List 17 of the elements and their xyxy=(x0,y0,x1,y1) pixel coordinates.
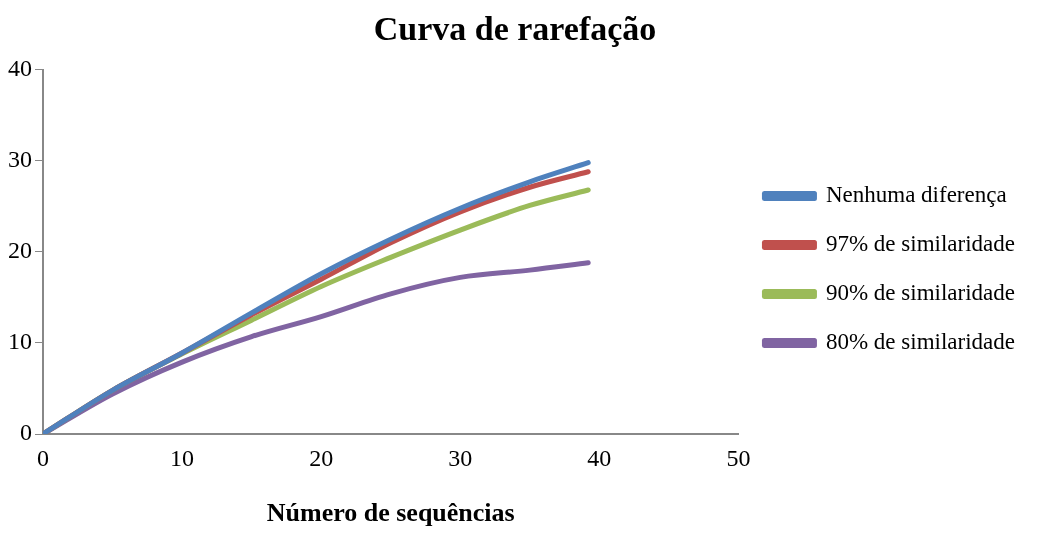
y-tick-label: 0 xyxy=(20,419,32,446)
x-tick-label: 20 xyxy=(309,444,334,471)
y-tick-label: 20 xyxy=(8,237,32,264)
y-tick-label: 10 xyxy=(8,328,32,355)
legend-label: 90% de similaridade xyxy=(825,280,1016,306)
x-tick-label: 40 xyxy=(587,444,612,471)
chart-title: Curva de rarefação xyxy=(373,10,657,48)
x-tick-label: 0 xyxy=(37,444,49,471)
y-tick-label: 40 xyxy=(8,55,32,82)
x-tick-label: 30 xyxy=(448,444,473,471)
y-tick-label: 30 xyxy=(8,146,32,173)
legend-label: Nenhuma diferença xyxy=(825,182,1007,208)
x-tick-label: 50 xyxy=(726,444,751,471)
legend-label: 80% de similaridade xyxy=(825,329,1016,355)
x-tick-label: 10 xyxy=(170,444,195,471)
legend-label: 97% de similaridade xyxy=(825,231,1016,257)
x-axis-title: Número de sequências xyxy=(266,498,515,528)
